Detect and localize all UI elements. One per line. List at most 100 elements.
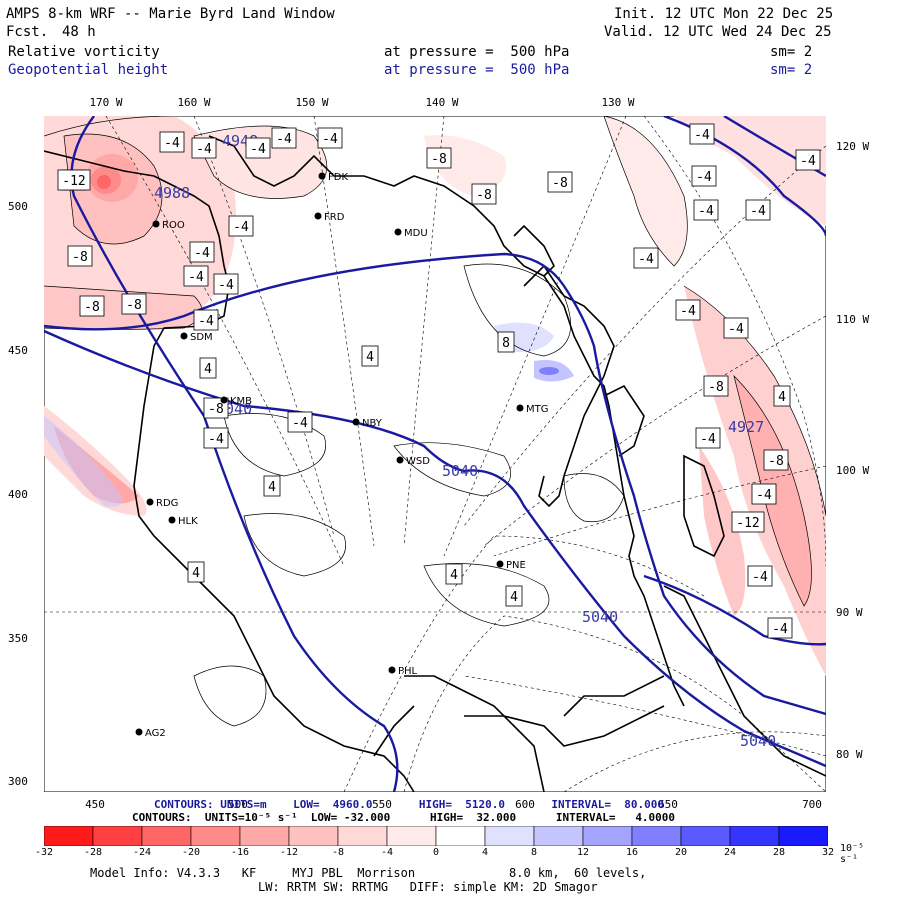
map-panel: 5040 5040 5040 5040 4988 4948 4927 -8-4-…	[44, 116, 826, 792]
svg-text:MTG: MTG	[526, 404, 549, 415]
coastline	[44, 135, 826, 792]
colorbar-tick-label: 8	[530, 847, 538, 858]
vorticity-contour-info: CONTOURS: UNITS=10⁻⁵ s⁻¹ LOW= -32.000 HI…	[132, 811, 676, 824]
vorticity-label: -4	[723, 317, 749, 339]
init-time: Init. 12 UTC Mon 22 Dec 25	[614, 6, 834, 22]
vorticity-label: -4	[203, 427, 229, 449]
vorticity-label: -8	[471, 183, 497, 205]
svg-text:ROO: ROO	[162, 220, 185, 231]
colorbar-bin	[484, 826, 535, 846]
grid-x-label: 650	[658, 798, 678, 811]
svg-text:-4: -4	[800, 154, 816, 169]
svg-text:-4: -4	[194, 246, 210, 261]
field1-level: at pressure = 500 hPa	[384, 44, 570, 60]
station-marker: PHL	[388, 666, 418, 677]
svg-text:-12: -12	[736, 516, 759, 531]
colorbar-tick-label: -28	[83, 847, 103, 858]
vorticity-label: -4	[693, 199, 719, 221]
field2-level: at pressure = 500 hPa	[384, 62, 570, 78]
station-marker: SDM	[180, 332, 213, 343]
svg-text:-4: -4	[208, 432, 224, 447]
svg-text:-4: -4	[292, 416, 308, 431]
svg-text:-8: -8	[708, 380, 724, 395]
lon-label-top: 160 W	[177, 96, 211, 109]
station-marker: FRD	[314, 212, 345, 223]
lon-label-top: 170 W	[89, 96, 123, 109]
colorbar-bin	[533, 826, 584, 846]
colorbar-bin	[92, 826, 143, 846]
svg-text:RDG: RDG	[156, 498, 178, 509]
vorticity-label: -4	[271, 127, 297, 149]
valid-time: Valid. 12 UTC Wed 24 Dec 25	[604, 24, 832, 40]
colorbar-bin	[435, 826, 486, 846]
svg-text:-8: -8	[208, 402, 224, 417]
colorbar-tick-label: 32	[821, 847, 835, 858]
svg-text:4: 4	[192, 566, 200, 581]
svg-text:4: 4	[450, 568, 458, 583]
vorticity-label: -8	[203, 397, 229, 419]
vorticity-labels: -8-4-4-4-8-4-4-4-4-4-12-4-8-8-8-4-4-4-4-…	[57, 123, 821, 639]
svg-text:-4: -4	[694, 128, 710, 143]
vorticity-label: -4	[317, 127, 343, 149]
station-marker: AG2	[135, 728, 166, 739]
colorbar-tick-label: -12	[279, 847, 299, 858]
svg-text:-4: -4	[233, 220, 249, 235]
field1-name: Relative vorticity	[8, 44, 160, 60]
vorticity-label: -8	[703, 375, 729, 397]
lon-label-top: 140 W	[425, 96, 459, 109]
grid-x-label: 550	[372, 798, 392, 811]
vorticity-label: 8	[497, 331, 515, 353]
vorticity-label: -4	[189, 241, 215, 263]
height-contour-info: CONTOURS: UNITS=m LOW= 4960.0 HIGH= 5120…	[154, 798, 664, 811]
vorticity-label: -4	[287, 411, 313, 433]
vorticity-label: 4	[361, 345, 379, 367]
grid-y-label: 400	[8, 488, 28, 501]
lon-label-top: 150 W	[295, 96, 329, 109]
vorticity-label: -4	[691, 165, 717, 187]
vorticity-label: 4	[445, 563, 463, 585]
svg-text:-8: -8	[84, 300, 100, 315]
height-label: 5040	[442, 462, 478, 480]
svg-text:KMB: KMB	[230, 396, 252, 407]
model-info: Model Info: V4.3.3 KF MYJ PBL Morrison 8…	[90, 866, 647, 880]
colorbar-tick-label: -24	[132, 847, 152, 858]
svg-text:-8: -8	[72, 250, 88, 265]
svg-text:-4: -4	[188, 270, 204, 285]
vorticity-label: 4	[773, 385, 791, 407]
station-marker: ROO	[152, 220, 185, 231]
colorbar-bin	[386, 826, 437, 846]
svg-text:NBY: NBY	[362, 418, 383, 429]
lon-label-top: 130 W	[601, 96, 635, 109]
svg-text:-4: -4	[756, 488, 772, 503]
height-label: 5040	[582, 608, 618, 626]
svg-text:-4: -4	[772, 622, 788, 637]
svg-text:-4: -4	[276, 132, 292, 147]
grid-y-label: 500	[8, 200, 28, 213]
graticule	[44, 116, 826, 792]
svg-text:-4: -4	[218, 278, 234, 293]
colorbar-bin	[239, 826, 290, 846]
vorticity-label: -4	[633, 247, 659, 269]
svg-text:HLK: HLK	[178, 516, 198, 527]
model-physics: LW: RRTM SW: RRTMG DIFF: simple KM: 2D S…	[258, 880, 598, 894]
height-labels: 5040 5040 5040 5040 4988 4948 4927	[154, 132, 776, 750]
vorticity-label: 4	[187, 561, 205, 583]
colorbar-bin	[582, 826, 633, 846]
colorbar-tick-label: -8	[331, 847, 345, 858]
colorbar	[44, 826, 828, 846]
svg-text:-4: -4	[198, 314, 214, 329]
colorbar-tick-label: 12	[576, 847, 590, 858]
field1-smooth: sm= 2	[770, 44, 813, 60]
colorbar-bin	[778, 826, 828, 846]
field2-smooth: sm= 2	[770, 62, 813, 78]
vorticity-label: -8	[426, 147, 452, 169]
svg-text:PHL: PHL	[398, 666, 418, 677]
svg-text:-4: -4	[752, 570, 768, 585]
vorticity-label: -4	[695, 427, 721, 449]
svg-text:FDK: FDK	[328, 172, 348, 183]
colorbar-tick-label: 16	[625, 847, 639, 858]
vorticity-label: -12	[731, 511, 765, 533]
vorticity-label: -4	[191, 137, 217, 159]
svg-text:-8: -8	[552, 176, 568, 191]
svg-text:-8: -8	[476, 188, 492, 203]
